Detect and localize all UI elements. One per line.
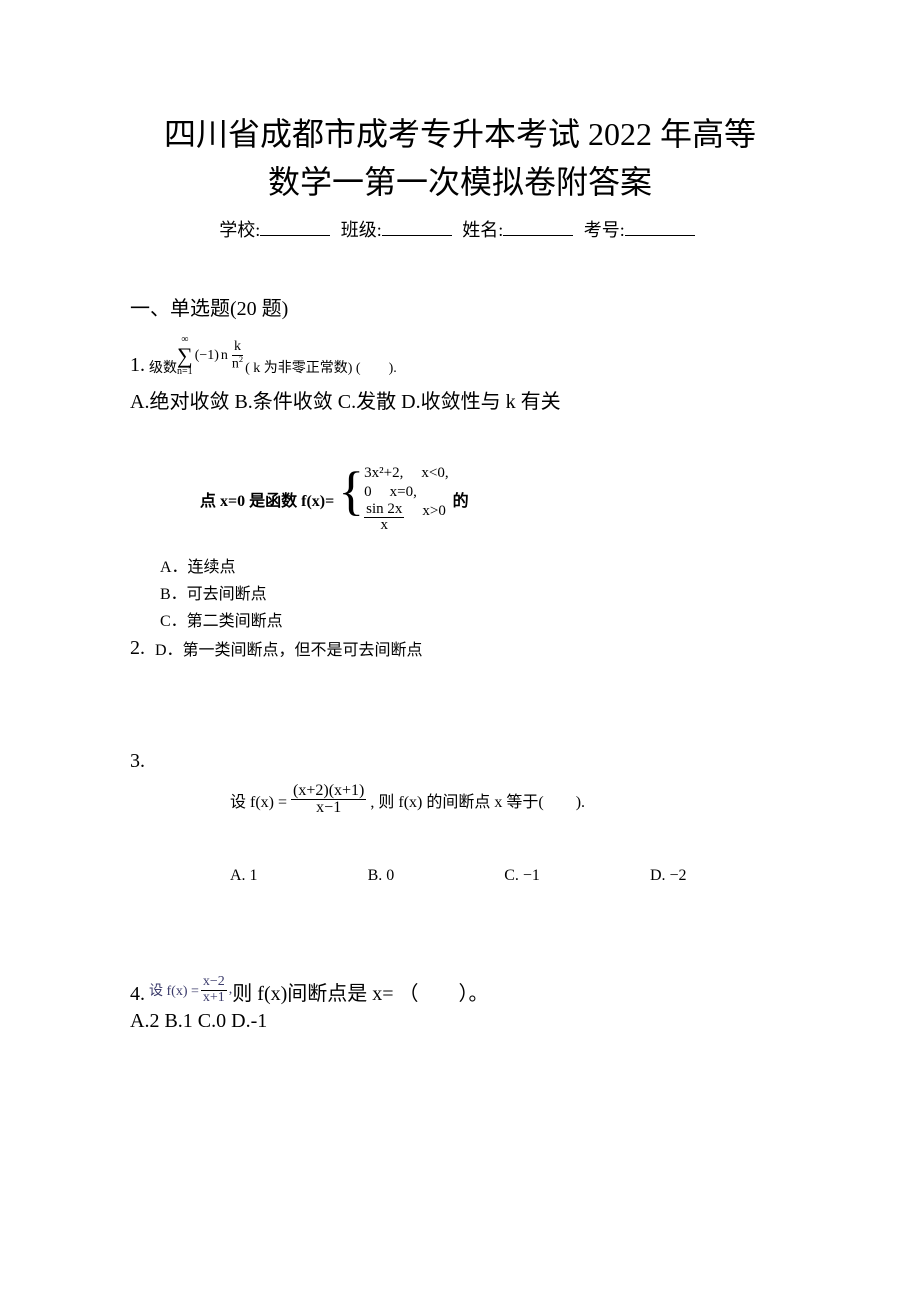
student-info-line: 学校: 班级: 姓名: 考号: — [130, 216, 790, 242]
q4-formula-prefix: 设 f(x) = — [149, 980, 199, 1000]
q4-frac-num: x−2 — [201, 975, 227, 991]
q2-number-row: 2. D．第一类间断点，但不是可去间断点 — [130, 636, 790, 660]
q3-stem: 设 f(x) = (x+2)(x+1) x−1 , 则 f(x) 的间断点 x … — [230, 783, 790, 818]
q3-fraction: (x+2)(x+1) x−1 — [291, 783, 366, 818]
q2-case1-cond: x<0, — [421, 464, 448, 483]
q4-fraction: x−2 x+1 — [201, 975, 227, 1005]
q2-cases: 3x²+2, x<0, 0 x=0, sin 2x x x>0 — [364, 464, 448, 534]
q2-piecewise: { 3x²+2, x<0, 0 x=0, sin 2x x x>0 — [338, 464, 448, 534]
q4-frac-den: x+1 — [201, 991, 227, 1006]
question-4: 4. 设 f(x) = x−2 x+1 , 则 f(x)间断点是 x= （ ）。… — [130, 975, 790, 1032]
q3-frac-num: (x+2)(x+1) — [291, 783, 366, 801]
sum-lower: n=1 — [177, 367, 193, 377]
q2-case3-num: sin 2x — [364, 502, 404, 519]
q3-options: A. 1 B. 0 C. −1 D. −2 — [230, 867, 790, 885]
q1-sum-expression: ∞ ∑ n=1 (−1)n k n2 — [177, 335, 245, 377]
q2-case2-cond: x=0, — [390, 483, 417, 502]
title-line-1: 四川省成都市成考专升本考试 2022 年高等 — [164, 116, 756, 152]
q1-number: 1. — [130, 354, 145, 377]
q3-option-b: B. 0 — [368, 867, 395, 885]
q3-option-c: C. −1 — [504, 867, 540, 885]
q4-options: A.2 B.1 C.0 D.-1 — [130, 1010, 790, 1033]
q3-stem-prefix: 设 f(x) = — [230, 788, 287, 812]
q3-option-d: D. −2 — [650, 867, 687, 885]
question-2-stem: 点 x=0 是函数 f(x)= { 3x²+2, x<0, 0 x=0, sin 2… — [200, 464, 790, 534]
q3-frac-den: x−1 — [314, 800, 343, 817]
q3-stem-suffix: , 则 f(x) 的间断点 x 等于( ). — [370, 788, 585, 812]
q2-stem-suffix: 的 — [453, 487, 469, 511]
q4-stem: 则 f(x)间断点是 x= （ ）。 — [232, 977, 488, 1006]
q1-term-sup: n — [221, 348, 228, 364]
q2-case1-expr: 3x²+2, — [364, 464, 403, 483]
q2-option-c: C．第二类间断点 — [160, 608, 790, 635]
q1-suffix: ( k 为非零正常数) ( ). — [245, 357, 397, 377]
exam-title: 四川省成都市成考专升本考试 2022 年高等 数学一第一次模拟卷附答案 — [130, 110, 790, 206]
question-3: 3. 设 f(x) = (x+2)(x+1) x−1 , 则 f(x) 的间断点… — [130, 750, 790, 886]
q2-case3-cond: x>0 — [422, 502, 445, 535]
q1-options: A.绝对收敛 B.条件收敛 C.发散 D.收敛性与 k 有关 — [130, 385, 790, 414]
q2-option-a: A．连续点 — [160, 554, 790, 581]
q2-case3-frac: sin 2x x — [364, 502, 404, 535]
q1-term-base: (−1) — [195, 348, 219, 364]
q1-frac-den: n2 — [230, 356, 245, 372]
name-label: 姓名: — [462, 220, 503, 240]
id-label: 考号: — [584, 220, 625, 240]
q1-frac-den-base: n — [232, 356, 239, 371]
q2-number: 2. — [130, 637, 145, 660]
q2-options: A．连续点 B．可去间断点 C．第二类间断点 — [160, 554, 790, 636]
school-label: 学校: — [219, 220, 260, 240]
q1-fraction: k n2 — [230, 340, 245, 372]
q1-frac-num: k — [232, 340, 243, 356]
q2-option-d: D．第一类间断点，但不是可去间断点 — [155, 636, 423, 660]
section-heading: 一、单选题(20 题) — [130, 292, 790, 321]
q4-formula: 设 f(x) = x−2 x+1 , — [149, 975, 232, 1005]
q3-option-a: A. 1 — [230, 867, 258, 885]
title-line-2: 数学一第一次模拟卷附答案 — [268, 164, 652, 200]
q3-number: 3. — [130, 750, 790, 773]
school-blank[interactable] — [260, 218, 330, 236]
question-1: 1. 级数 ∞ ∑ n=1 (−1)n k n2 ( k 为非零正常数) ( )… — [130, 335, 790, 377]
q1-frac-den-sup: 2 — [239, 355, 243, 364]
q2-case3-den: x — [379, 518, 391, 534]
q2-option-b: B．可去间断点 — [160, 581, 790, 608]
sigma-symbol: ∞ ∑ n=1 — [177, 335, 193, 377]
q2-stem-prefix: 点 x=0 是函数 f(x)= — [200, 487, 334, 511]
class-blank[interactable] — [382, 218, 452, 236]
q2-case2-expr: 0 — [364, 483, 372, 502]
q1-prefix: 级数 — [149, 357, 177, 377]
class-label: 班级: — [341, 220, 382, 240]
left-brace-icon: { — [338, 464, 364, 534]
id-blank[interactable] — [625, 218, 695, 236]
sigma-icon: ∑ — [177, 345, 193, 367]
q4-number: 4. — [130, 983, 145, 1006]
name-blank[interactable] — [503, 218, 573, 236]
